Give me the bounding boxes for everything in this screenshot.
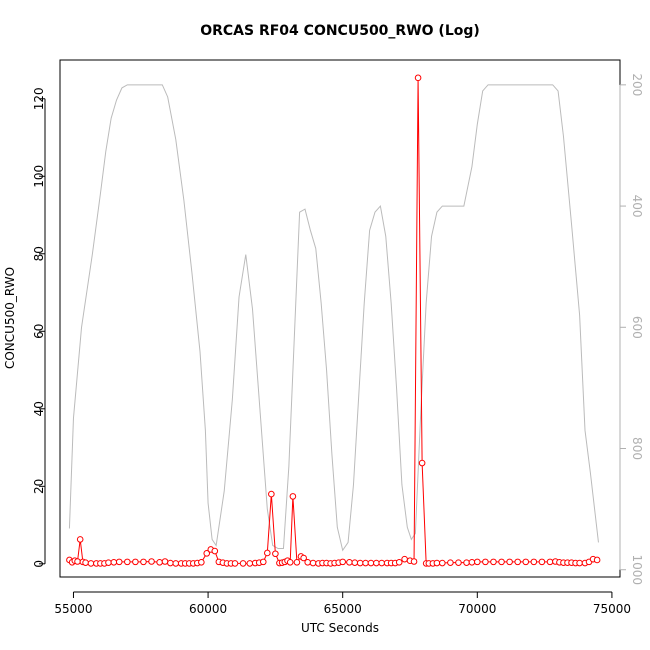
data-point [593,556,601,564]
right-tick-label: 1000 [630,554,644,585]
right-tick-label: 800 [630,437,644,460]
x-tick-label: 65000 [324,602,362,616]
y-tick-label: 20 [32,479,46,494]
data-point [401,555,408,563]
data-point [410,558,418,565]
data-point [289,493,297,500]
right-tick-label: 400 [630,195,644,218]
y-axis-label: CONCU500_RWO [3,267,17,369]
y-tick-label: 120 [32,87,46,110]
data-point [259,558,267,566]
data-point [132,558,139,566]
data-point [203,550,211,557]
data-point [378,559,386,567]
data-point [110,558,118,566]
data-point [87,560,95,567]
data-point [293,558,301,566]
right-tick-label: 600 [630,316,644,339]
right-tick-label: 200 [630,73,644,96]
data-point [490,558,497,566]
data-point [74,558,81,565]
data-point [414,74,422,82]
data-point [346,558,353,566]
data-point [211,547,219,555]
y-tick-label: 0 [32,560,46,568]
data-point [268,490,275,498]
x-tick-label: 70000 [458,602,496,616]
data-point [148,558,155,565]
data-point [161,558,169,565]
right-axis: 200 400 600 800 1000 [619,73,644,585]
y-tick-label: 40 [32,401,46,416]
data-point [538,558,546,566]
data-point [474,558,481,566]
right-series-line [68,84,599,552]
data-point [272,550,279,558]
data-point [82,559,89,566]
data-point [498,558,505,566]
x-tick-label: 75000 [593,602,631,616]
data-point [140,558,147,566]
x-axis-label: UTC Seconds [301,621,379,635]
data-point [373,559,380,567]
data-point [576,559,583,567]
data-point [309,559,317,567]
data-point [124,558,131,566]
x-axis: 55000 60000 65000 70000 75000 [54,591,631,616]
y-tick-label: 60 [32,324,46,339]
y-tick-label: 100 [32,165,46,188]
data-point [115,558,123,566]
data-point [304,558,311,566]
data-point [455,559,462,566]
data-point [264,549,271,557]
data-point [286,558,294,566]
data-point [339,558,346,566]
data-point [367,559,375,567]
data-point [468,558,476,566]
data-point [506,558,513,566]
data-point [482,558,489,566]
data-point [356,559,364,567]
data-point [522,558,530,566]
data-point [198,558,205,566]
data-point [231,560,239,567]
data-point [439,559,446,567]
data-point [300,554,307,562]
data-point [76,536,84,543]
data-point [105,559,112,566]
y-axis: 0 20 40 60 80 100 120 [32,87,46,567]
data-point [351,559,359,566]
data-point [433,559,441,567]
data-point [239,560,247,567]
data-point [156,558,163,566]
plot-frame [59,59,621,578]
data-point [546,558,554,566]
data-point [418,459,426,467]
y-tick-label: 80 [32,246,46,261]
data-point [514,558,521,566]
left-series-line [69,77,598,564]
right-axis-series [68,84,599,552]
data-point [463,559,470,566]
data-point [530,558,538,566]
data-point [246,560,254,567]
data-point [362,559,369,567]
x-tick-label: 60000 [189,602,227,616]
data-point [172,560,180,567]
data-point [395,558,403,566]
x-tick-label: 55000 [54,602,92,616]
left-axis-series [66,74,601,567]
data-point [447,559,454,566]
data-point [167,559,174,567]
chart-title: ORCAS RF04 CONCU500_RWO (Log) [200,23,480,39]
